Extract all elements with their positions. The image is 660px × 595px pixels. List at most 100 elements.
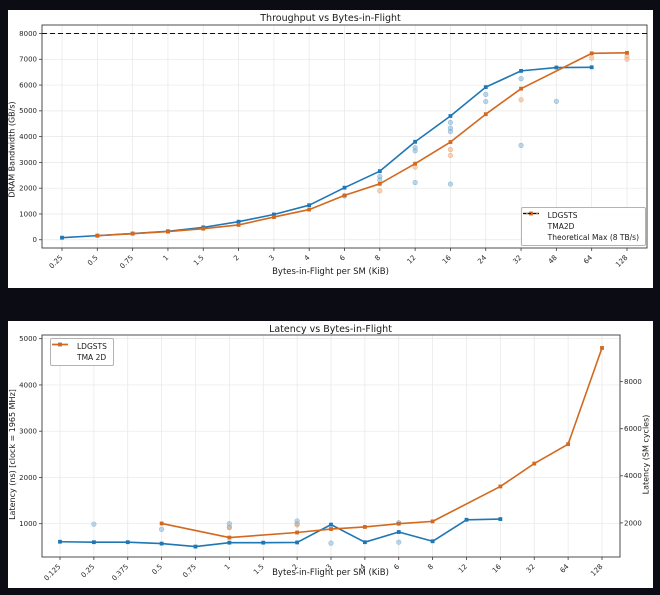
y-tick-label: 4000: [19, 133, 37, 141]
data-point-marker: [362, 540, 367, 545]
x-tick-label: 1.5: [192, 254, 206, 268]
data-point-marker: [396, 530, 401, 534]
x-tick-label: 64: [582, 253, 594, 265]
data-point-marker: [271, 212, 276, 217]
series-line: [161, 347, 603, 539]
data-point-marker: [413, 161, 418, 166]
y-tick-label: 7000: [19, 56, 37, 64]
legend-item-label: TMA 2D: [77, 353, 107, 362]
data-point-marker: [329, 522, 333, 527]
legend-item-tma-2d: TMA 2D: [52, 342, 107, 363]
x-tick-label: 4: [303, 253, 312, 262]
y-tick-label: 0: [33, 236, 37, 244]
throughput-chart-title: Throughput vs Bytes-in-Flight: [260, 13, 401, 24]
x-tick-label: 3: [267, 254, 276, 263]
y-tick-label: 2000: [19, 474, 37, 482]
y-tick-label: 1000: [19, 520, 37, 528]
data-point-marker: [342, 193, 347, 198]
data-point-marker: [519, 86, 523, 91]
x-tick-label: 16: [441, 253, 453, 265]
data-point-marker: [271, 215, 276, 219]
x-tick-label: 8: [426, 563, 435, 572]
data-point-marker: [236, 223, 241, 227]
legend-item-label: LDGSTS: [547, 211, 578, 220]
x-tick-label: 32: [525, 563, 537, 575]
data-point-marker: [166, 229, 170, 234]
x-tick-label: 32: [512, 254, 524, 266]
data-point-marker: [60, 235, 64, 240]
data-point-marker: [377, 181, 382, 186]
legend-item-tma2d: TMA2D: [522, 211, 639, 232]
data-point-marker: [498, 517, 503, 521]
x-tick-label: 1: [223, 563, 232, 572]
data-point-marker: [430, 519, 435, 524]
x-tick-label: 6: [392, 562, 401, 571]
series-tma2d: [95, 50, 629, 238]
y-tick-label: 3000: [19, 159, 37, 167]
latency-plot-area: 1000200030004000500020004000600080000.12…: [19, 334, 642, 583]
data-point-marker: [295, 540, 300, 545]
series-ldgsts: [58, 517, 503, 549]
x-tick-label: 48: [547, 254, 559, 266]
legend-item-label: TMA2D: [547, 222, 575, 231]
x-tick-label: 1: [162, 254, 171, 263]
data-point-marker: [201, 226, 206, 231]
throughput-x-axis-label: Bytes-in-Flight per SM (KiB): [272, 267, 389, 277]
legend-item-label: Theoretical Max (8 TB/s): [547, 233, 639, 242]
scatter-tma2d-samples: [377, 53, 630, 194]
data-point-marker: [396, 521, 401, 526]
data-point-marker: [236, 219, 241, 224]
y-tick-label: 1000: [19, 210, 37, 218]
line-marker-swatch-icon: [522, 211, 544, 232]
data-point-marker: [483, 85, 488, 90]
data-point-marker: [519, 68, 523, 73]
line-marker-swatch-icon: [52, 342, 73, 363]
latency-x-axis-label: Bytes-in-Flight per SM (KiB): [272, 568, 389, 578]
scatter-tma2d-samples: [226, 522, 300, 531]
latency-chart-title: Latency vs Bytes-in-Flight: [269, 324, 392, 335]
data-point-marker: [307, 203, 312, 208]
data-point-marker: [377, 169, 382, 174]
y-tick-label: 5000: [19, 107, 37, 115]
x-tick-label: 6: [338, 253, 347, 262]
y-tick-label: 6000: [19, 81, 37, 89]
y-tick-label: 8000: [19, 30, 37, 38]
data-point-marker: [58, 539, 62, 544]
series-line: [59, 518, 501, 548]
data-point-marker: [227, 540, 232, 545]
y-axis-ticks: 1000 2000 3000 4000 5000: [19, 335, 42, 528]
x-tick-label: 4: [358, 562, 367, 571]
x-tick-label: 8: [373, 254, 382, 263]
scatter-ldgsts-samples: [91, 518, 402, 546]
data-point-marker: [448, 140, 453, 144]
series-tma-2d: [159, 346, 604, 540]
y-axis-ticks: 0 1000 2000 3000 4000 5000 6000 7000 8000: [19, 30, 42, 244]
scatter-ldgsts-samples: [341, 76, 559, 199]
data-point-marker: [130, 231, 135, 236]
data-point-marker: [95, 233, 100, 238]
x-tick-label: 2: [232, 254, 241, 263]
data-point-marker: [589, 65, 594, 70]
y-tick-label: 2000: [19, 185, 37, 193]
x-tick-label: 3: [325, 563, 334, 572]
data-point-marker: [329, 527, 333, 531]
data-point-marker: [532, 461, 537, 466]
right-y-axis-ticks: 2000 4000 6000 8000: [620, 378, 642, 527]
right-y-tick-label: 8000: [624, 378, 642, 386]
legend-item-theoretical-max-(8-tb/s): Theoretical Max (8 TB/s): [522, 212, 639, 243]
latency-chart-panel: Latency vs Bytes-in-Flight Latency (ns) …: [8, 321, 653, 588]
throughput-legend: LDGSTS TMA2D Theoretical Max (8 TB/s): [520, 207, 646, 246]
data-point-marker: [362, 525, 367, 529]
data-point-marker: [600, 346, 604, 350]
x-tick-label: 2: [291, 563, 300, 572]
data-point-marker: [413, 139, 418, 144]
x-tick-label: 24: [476, 253, 488, 265]
x-tick-label: 12: [457, 563, 469, 575]
data-point-marker: [464, 517, 469, 522]
data-point-marker: [448, 114, 453, 118]
y-tick-label: 4000: [19, 381, 37, 389]
data-point-marker: [498, 484, 503, 489]
legend-item-label: LDGSTS: [77, 342, 107, 351]
dashed-line-swatch-icon: [522, 212, 544, 243]
